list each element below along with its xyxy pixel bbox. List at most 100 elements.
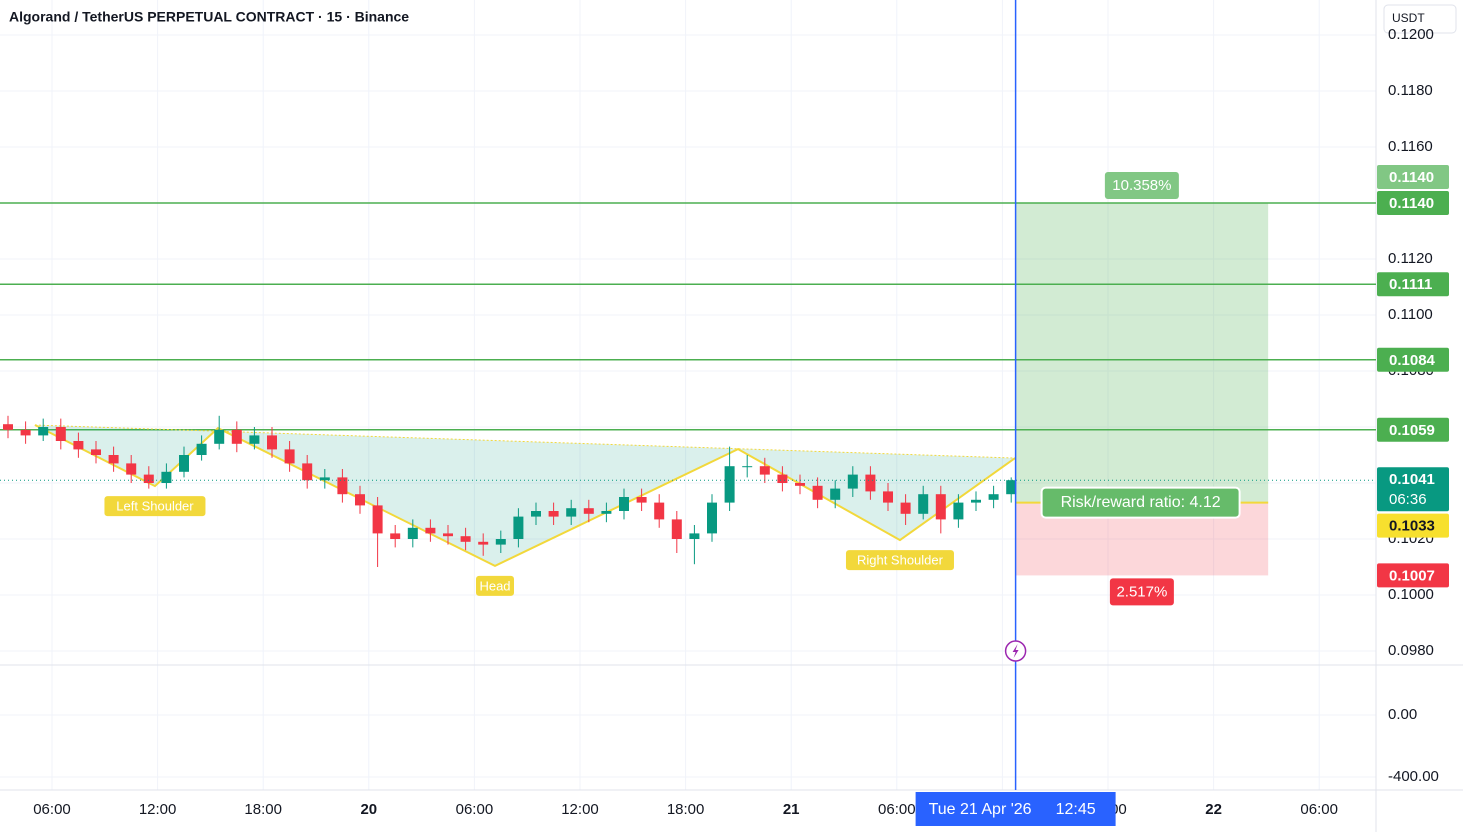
pattern-label: Left Shoulder bbox=[116, 499, 194, 514]
chart-title: Algorand / TetherUS PERPETUAL CONTRACT ·… bbox=[9, 9, 409, 25]
ratio-text: Risk/reward ratio: 4.12 bbox=[1061, 494, 1221, 511]
candle-body bbox=[531, 511, 542, 517]
candle-body bbox=[724, 466, 735, 503]
y-tick-label: 0.1120 bbox=[1388, 250, 1433, 267]
candle-body bbox=[55, 427, 66, 441]
candle-body bbox=[742, 466, 753, 468]
x-tick-label: 06:00 bbox=[878, 801, 916, 818]
x-tick-label: 21 bbox=[783, 801, 800, 818]
candle-body bbox=[108, 455, 119, 464]
level-badge-box bbox=[1377, 272, 1449, 297]
pattern-fill bbox=[34, 425, 1016, 566]
stop-badge: 0.1007 bbox=[1389, 567, 1435, 584]
candle-body bbox=[583, 508, 594, 514]
candle-body bbox=[249, 435, 260, 444]
x-tick-label: 22 bbox=[1205, 801, 1222, 818]
level-badge-box bbox=[1377, 191, 1449, 215]
candle-body bbox=[707, 502, 718, 534]
currency-button[interactable] bbox=[1383, 4, 1457, 34]
candle-body bbox=[267, 435, 278, 450]
level-badge-box bbox=[1377, 347, 1449, 372]
last-price-box bbox=[1377, 467, 1449, 512]
candle-body bbox=[847, 474, 858, 489]
ratio-box bbox=[1040, 486, 1241, 519]
candle-body bbox=[460, 536, 471, 542]
candle-body bbox=[935, 494, 946, 520]
candle-body bbox=[830, 488, 841, 500]
pattern-label: Head bbox=[479, 578, 510, 593]
candle-body bbox=[214, 429, 225, 444]
candle-body bbox=[196, 443, 207, 455]
candle-body bbox=[319, 477, 330, 481]
stop-badge-box bbox=[1377, 563, 1449, 588]
candle-body bbox=[1006, 480, 1017, 495]
candle-body bbox=[73, 441, 84, 450]
candle-body bbox=[900, 502, 911, 514]
candle-body bbox=[777, 474, 788, 483]
candle-body bbox=[671, 519, 682, 539]
alert-bolt bbox=[1012, 644, 1019, 658]
level-badge-box bbox=[1377, 417, 1449, 442]
candle-body bbox=[372, 505, 383, 534]
candle-body bbox=[759, 466, 770, 475]
target-badge-box bbox=[1377, 165, 1449, 189]
candle-body bbox=[90, 449, 101, 455]
stop-pct: 2.517% bbox=[1116, 583, 1167, 600]
pattern-label-box bbox=[845, 550, 954, 571]
candle-body bbox=[425, 527, 436, 534]
candle-body bbox=[20, 429, 31, 436]
currency-label: USDT bbox=[1392, 11, 1425, 25]
y-tick-label: 0.0980 bbox=[1388, 642, 1434, 659]
entry-badge: 0.1033 bbox=[1389, 518, 1435, 535]
candle-body bbox=[566, 508, 577, 517]
candle-body bbox=[2, 424, 13, 430]
neckline bbox=[34, 424, 1016, 459]
candle-body bbox=[302, 463, 313, 481]
candle-body bbox=[918, 494, 929, 514]
crosshair-date: Tue 21 Apr '26 bbox=[929, 801, 1032, 818]
candle-body bbox=[337, 477, 348, 495]
candle-body bbox=[355, 494, 366, 506]
crosshair-label-box bbox=[915, 792, 1116, 826]
candle-body bbox=[178, 455, 189, 472]
x-tick-label: 18:00 bbox=[244, 801, 282, 818]
y2-tick-label: 0.00 bbox=[1388, 706, 1417, 723]
candle-body bbox=[231, 429, 242, 444]
candle-body bbox=[654, 502, 665, 520]
entry-badge-box bbox=[1377, 513, 1449, 538]
target-pct-box bbox=[1104, 172, 1179, 199]
pattern-label-box bbox=[104, 496, 206, 517]
candle-body bbox=[601, 511, 612, 514]
candle-body bbox=[443, 533, 454, 537]
level-badge: 0.1059 bbox=[1389, 422, 1435, 439]
x-tick-label: 12:00 bbox=[561, 801, 599, 818]
stop-pct-box bbox=[1109, 578, 1174, 606]
x-tick-label: 18:00 bbox=[667, 801, 705, 818]
last-price-label: 0.1041 bbox=[1389, 471, 1435, 488]
level-badge: 0.1084 bbox=[1389, 352, 1436, 369]
level-badge: 0.1140 bbox=[1389, 195, 1434, 212]
level-badge: 0.1111 bbox=[1389, 276, 1432, 293]
candle-body bbox=[865, 474, 876, 492]
y-tick-label: 0.1000 bbox=[1388, 586, 1434, 603]
candle-body bbox=[478, 541, 489, 545]
x-tick-label: 20 bbox=[360, 801, 377, 818]
candle-body bbox=[795, 483, 806, 486]
candle-body bbox=[619, 497, 630, 511]
candle-body bbox=[495, 539, 506, 545]
profit-zone bbox=[1015, 203, 1269, 503]
target-pct: 10.358% bbox=[1112, 177, 1171, 194]
pattern-label-box bbox=[475, 575, 514, 596]
y-tick-label: 0.1160 bbox=[1388, 138, 1433, 155]
candle-body bbox=[636, 497, 647, 503]
y-tick-label: 0.1180 bbox=[1388, 82, 1433, 99]
x-tick-label: 12:00 bbox=[139, 801, 177, 818]
candle-body bbox=[689, 533, 700, 539]
candle-body bbox=[161, 471, 172, 483]
y-tick-label: 0.1200 bbox=[1388, 26, 1434, 43]
candle-body bbox=[812, 485, 823, 500]
candle-body bbox=[143, 474, 154, 483]
